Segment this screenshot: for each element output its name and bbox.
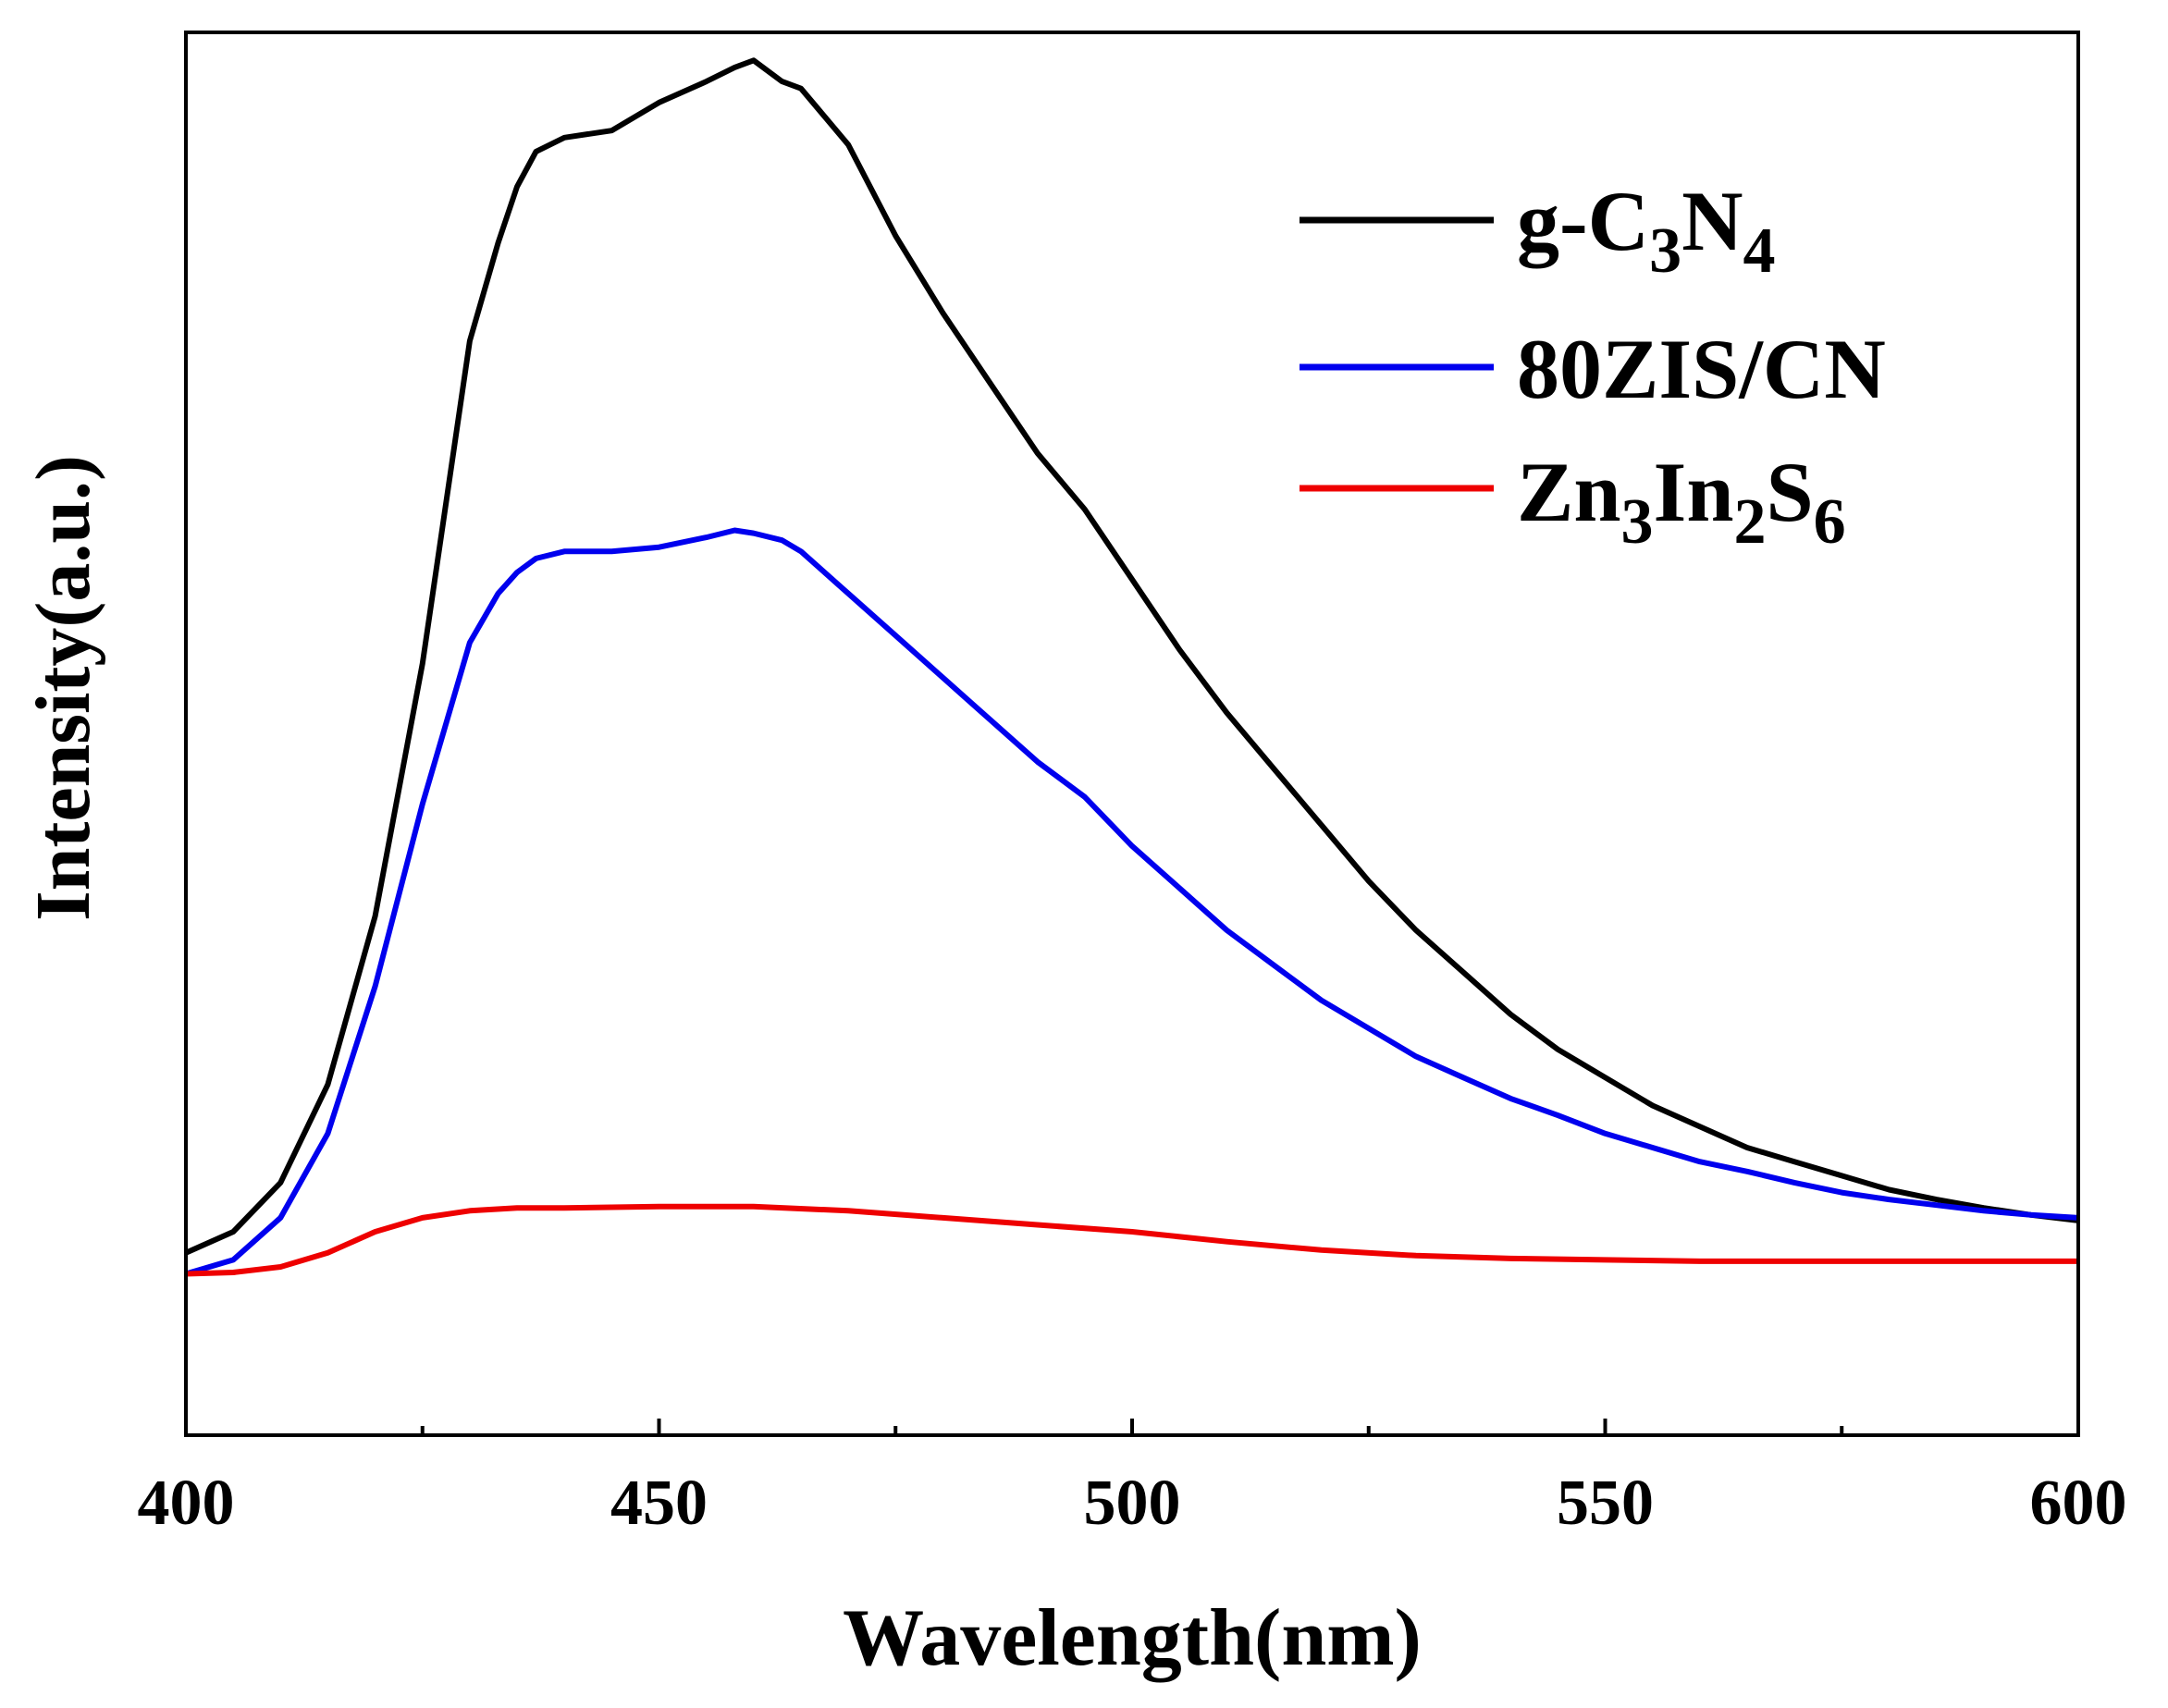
legend-label-80zis-cn: 80ZIS/CN [1517,322,1886,416]
series-line-zn3in2s6 [185,1203,2078,1277]
x-axis: 400 450 500 550 600 [138,1419,2127,1539]
x-tick-label: 500 [1084,1468,1181,1539]
legend-label-zn3in2s6: Zn3In2S6 [1517,445,1846,558]
x-tick-label: 600 [2030,1468,2127,1539]
x-tick-label: 550 [1557,1468,1654,1539]
x-tick-label: 400 [138,1468,235,1539]
series-layer [184,57,2079,1277]
legend-label-g-c3n4: g-C3N4 [1517,174,1776,287]
legend: g-C3N4 80ZIS/CN Zn3In2S6 [1300,174,1886,558]
x-tick-label: 450 [610,1468,708,1539]
x-axis-label: Wavelength(nm) [843,1593,1422,1683]
series-line-g-c3n4 [184,57,2079,1256]
y-axis-label: Intensity(a.u.) [20,455,106,921]
series-line-80zis-cn [185,527,2079,1277]
